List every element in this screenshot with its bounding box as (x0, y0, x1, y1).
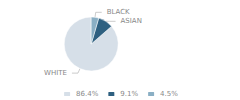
svg-text:86.4%: 86.4% (76, 90, 99, 98)
svg-text:BLACK: BLACK (107, 8, 130, 16)
svg-text:4.5%: 4.5% (160, 90, 178, 98)
svg-text:9.1%: 9.1% (120, 90, 138, 98)
svg-text:ASIAN: ASIAN (121, 17, 142, 25)
svg-text:WHITE: WHITE (44, 69, 67, 77)
